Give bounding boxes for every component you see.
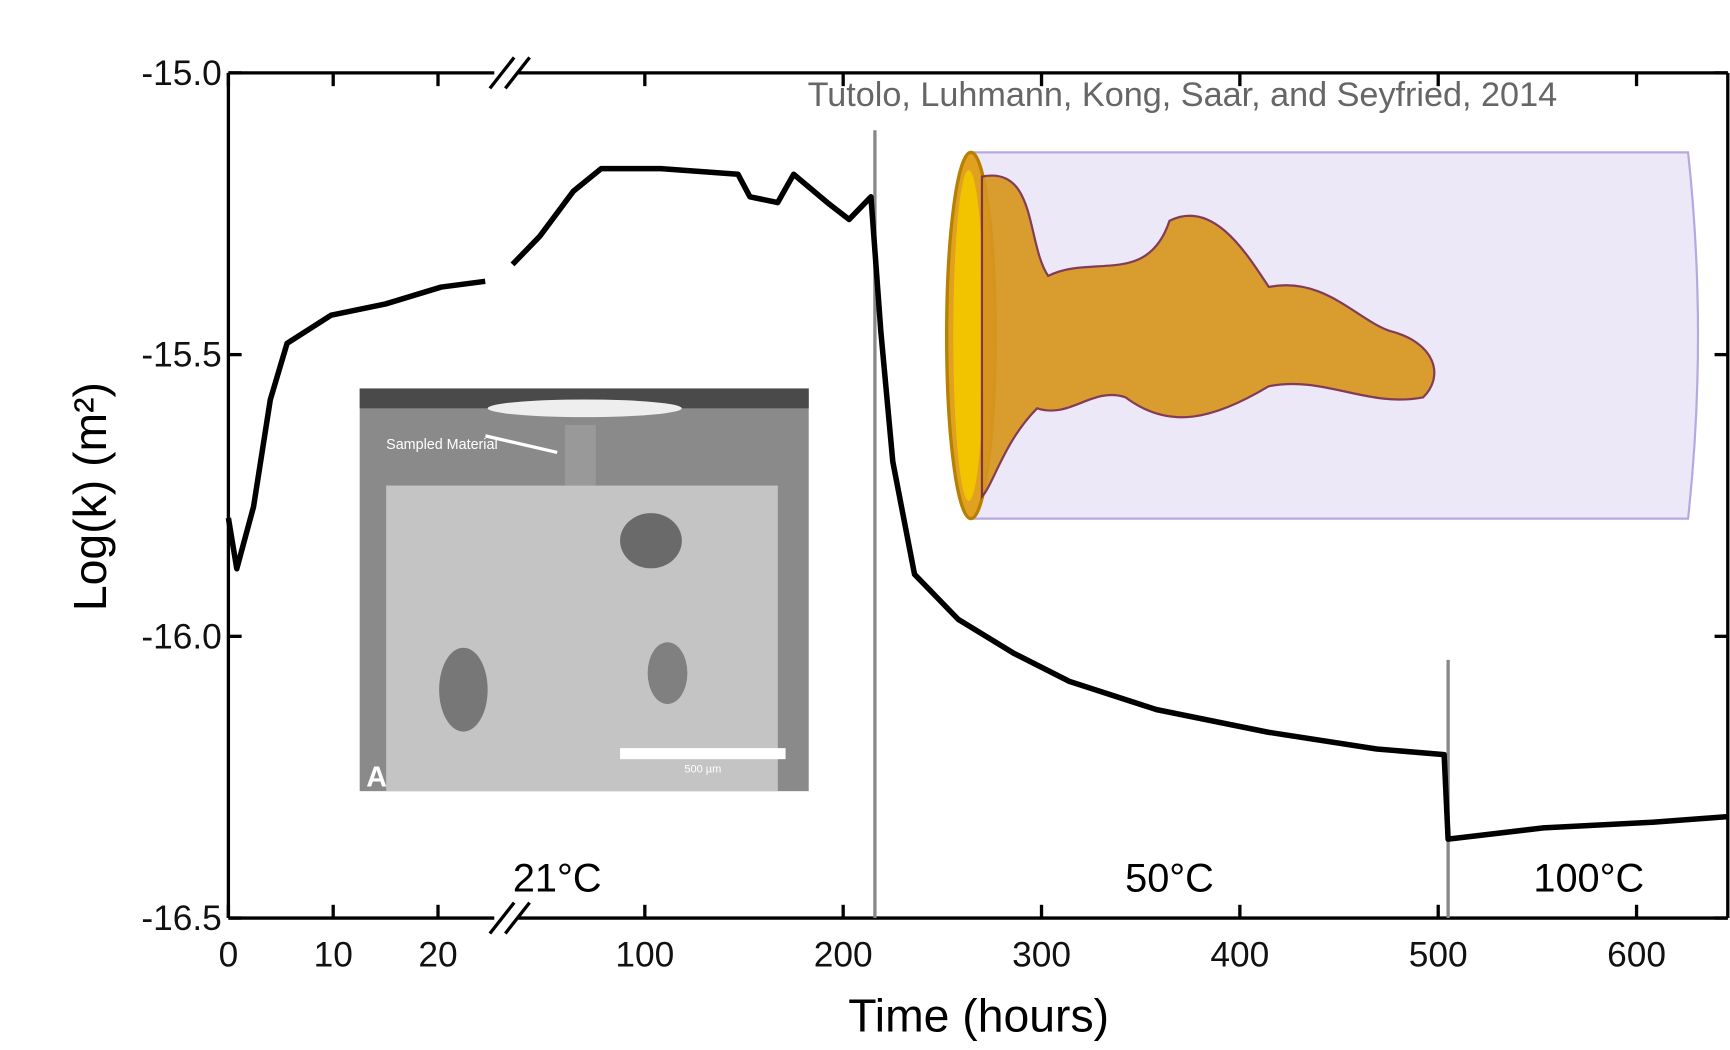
y-tick-label: -15.0 bbox=[141, 54, 221, 93]
x-tick-label: 400 bbox=[1210, 936, 1269, 975]
inset-panel: A bbox=[366, 762, 387, 794]
x-tick-label: 600 bbox=[1607, 936, 1666, 975]
axis-break bbox=[488, 901, 516, 935]
x-tick-label: 10 bbox=[314, 936, 353, 975]
axis-break bbox=[504, 56, 531, 90]
x-tick-label: 20 bbox=[418, 936, 457, 975]
x-tick-label: 300 bbox=[1012, 936, 1071, 975]
y-tick-label: -16.5 bbox=[141, 899, 221, 938]
annotation: 50°C bbox=[1125, 857, 1214, 901]
axis-break bbox=[504, 901, 531, 935]
x-tick-label: 0 bbox=[219, 936, 239, 975]
axis-break bbox=[488, 56, 516, 90]
inset-label: Sampled Material bbox=[386, 437, 498, 453]
x-axis-title: Time (hours) bbox=[848, 990, 1109, 1042]
y-tick-label: -15.5 bbox=[141, 336, 221, 375]
data-line bbox=[225, 165, 1728, 842]
annotation: 21°C bbox=[513, 857, 602, 901]
annotation: 100°C bbox=[1533, 857, 1644, 901]
credit: Tutolo, Luhmann, Kong, Saar, and Seyfrie… bbox=[808, 76, 1557, 114]
y-tick-label: -16.0 bbox=[141, 617, 221, 656]
inset-scale: 500 µm bbox=[684, 763, 721, 775]
y-axis-title: Log(k) (m²) bbox=[64, 382, 116, 611]
cylinder-image bbox=[944, 150, 1700, 521]
inset-image: Sampled Material 500 µm A bbox=[359, 388, 809, 794]
x-tick-label: 100 bbox=[615, 936, 674, 975]
x-tick-label: 200 bbox=[814, 936, 873, 975]
x-tick-label: 500 bbox=[1409, 936, 1468, 975]
